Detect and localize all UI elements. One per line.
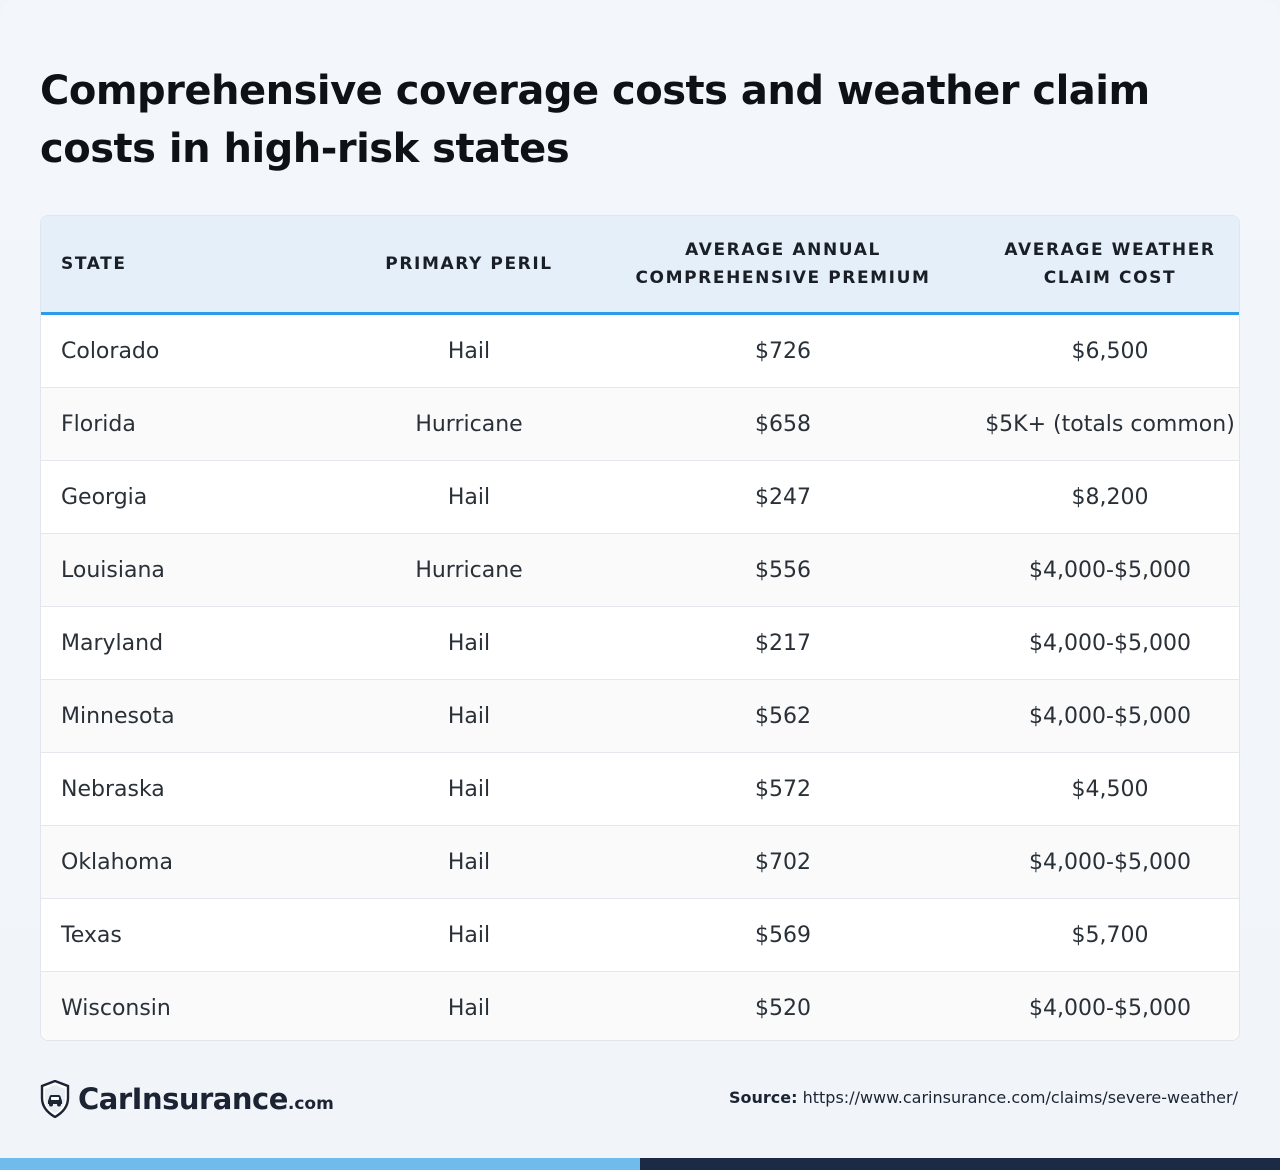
data-table-container: STATE PRIMARY PERIL AVERAGE ANNUAL COMPR… xyxy=(40,215,1240,1041)
state-cell: Wisconsin xyxy=(41,971,353,1040)
header-state: STATE xyxy=(41,216,353,315)
source-label: Source: xyxy=(728,1088,798,1107)
state-cell: Oklahoma xyxy=(41,825,353,899)
average-claim-cost-cell: $4,000-$5,000 xyxy=(981,825,1239,899)
header-premium-line1: AVERAGE ANNUAL xyxy=(685,240,881,260)
primary-peril-cell: Hail xyxy=(353,971,585,1040)
header-primary-peril: PRIMARY PERIL xyxy=(353,216,585,315)
primary-peril-cell: Hail xyxy=(447,338,491,364)
primary-peril-cell: Hail xyxy=(353,460,585,534)
state-cell: Florida xyxy=(41,387,353,461)
average-claim-cost-cell: $5,700 xyxy=(981,898,1239,972)
header-claim-line2: CLAIM COST xyxy=(1043,268,1177,288)
average-claim-cost-cell: $8,200 xyxy=(981,460,1239,534)
table-row: Maryland Hail $217 $4,000-$5,000 xyxy=(41,606,1239,680)
table-row: Nebraska Hail $572 $4,500 xyxy=(41,752,1239,826)
average-premium-cell: $569 xyxy=(585,898,981,972)
average-premium-cell: $726 xyxy=(755,338,811,364)
average-premium-cell: $556 xyxy=(585,533,981,607)
average-premium-cell: $247 xyxy=(585,460,981,534)
primary-peril-cell: Hail xyxy=(353,606,585,680)
header-claim-line1: AVERAGE WEATHER xyxy=(1004,240,1216,260)
state-cell: Maryland xyxy=(41,606,353,680)
header-average-claim-cost: AVERAGE WEATHER CLAIM COST xyxy=(981,216,1239,315)
shield-car-icon xyxy=(40,1080,70,1118)
primary-peril-cell: Hail xyxy=(353,752,585,826)
average-claim-cost-cell: $4,000-$5,000 xyxy=(981,533,1239,607)
table-row: Texas Hail $569 $5,700 xyxy=(41,898,1239,972)
average-claim-cost-cell: $6,500 xyxy=(1071,338,1149,364)
brand-suffix: .com xyxy=(287,1094,334,1114)
table-row: Minnesota Hail $562 $4,000-$5,000 xyxy=(41,679,1239,753)
primary-peril-cell: Hail xyxy=(353,679,585,753)
source-citation: Source: https://www.carinsurance.com/cla… xyxy=(729,1088,1238,1107)
table-row: Florida Hurricane $658 $5K+ (totals common) xyxy=(41,387,1239,461)
average-claim-cost-cell: $4,500 xyxy=(981,752,1239,826)
state-cell: Nebraska xyxy=(41,752,353,826)
average-claim-cost-cell: $4,000-$5,000 xyxy=(981,606,1239,680)
brand-name: CarInsurance xyxy=(78,1082,288,1116)
primary-peril-cell: Hail xyxy=(353,898,585,972)
table-row: Oklahoma Hail $702 $4,000-$5,000 xyxy=(41,825,1239,899)
state-cell: Georgia xyxy=(41,460,353,534)
table-body: Colorado Hail $726 $6,500 Florida Hurricane $6… xyxy=(41,314,1239,1040)
state-cell: Minnesota xyxy=(41,679,353,753)
coverage-table: STATE PRIMARY PERIL AVERAGE ANNUAL COMPR… xyxy=(41,216,1239,1040)
source-url: https://www.carinsurance.com/claims/seve… xyxy=(802,1088,1238,1107)
primary-peril-cell: Hurricane xyxy=(353,387,585,461)
primary-peril-cell: Hurricane xyxy=(353,533,585,607)
table-row: Colorado Hail $726 $6,500 xyxy=(41,314,1239,388)
average-premium-cell: $562 xyxy=(585,679,981,753)
state-cell: Texas xyxy=(41,898,353,972)
header-premium-line2: COMPREHENSIVE PREMIUM xyxy=(635,268,931,288)
average-premium-cell: $520 xyxy=(585,971,981,1040)
average-claim-cost-cell: $4,000-$5,000 xyxy=(981,679,1239,753)
state-cell: Colorado xyxy=(61,338,160,364)
average-claim-cost-cell: $5K+ (totals common) xyxy=(981,387,1239,461)
average-premium-cell: $217 xyxy=(585,606,981,680)
brand-logo: CarInsurance .com xyxy=(40,1078,334,1120)
average-claim-cost-cell: $4,000-$5,000 xyxy=(981,971,1239,1040)
table-row: Louisiana Hurricane $556 $4,000-$5,000 xyxy=(41,533,1239,607)
table-row: Wisconsin Hail $520 $4,000-$5,000 xyxy=(41,971,1239,1040)
page-title: Comprehensive coverage costs and weather… xyxy=(40,68,1150,172)
average-premium-cell: $658 xyxy=(585,387,981,461)
footer-accent-bar-dark xyxy=(640,1158,1280,1170)
table-header-row: STATE PRIMARY PERIL AVERAGE ANNUAL COMPR… xyxy=(41,216,1239,315)
state-cell: Louisiana xyxy=(41,533,353,607)
footer-accent-bar-light xyxy=(0,1158,640,1170)
average-premium-cell: $572 xyxy=(585,752,981,826)
primary-peril-cell: Hail xyxy=(353,825,585,899)
average-premium-cell: $702 xyxy=(585,825,981,899)
table-row: Georgia Hail $247 $8,200 xyxy=(41,460,1239,534)
header-average-premium: AVERAGE ANNUAL COMPREHENSIVE PREMIUM xyxy=(585,216,981,315)
